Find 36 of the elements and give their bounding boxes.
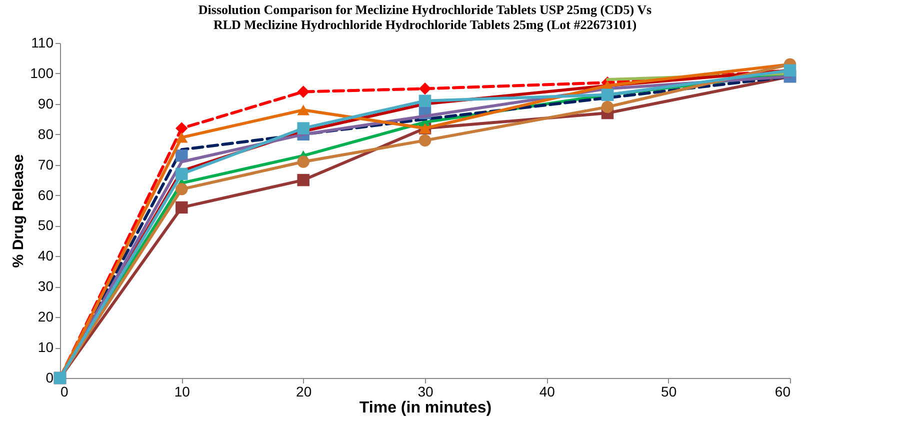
- y-tick-label: 50: [38, 217, 54, 234]
- y-tick-label: 40: [38, 248, 54, 264]
- y-tick-label: 30: [38, 278, 54, 294]
- x-tick-label: 50: [661, 384, 677, 400]
- point: [418, 134, 432, 147]
- x-tick-label: 40: [539, 384, 556, 400]
- y-tick-label: 0: [46, 370, 54, 386]
- point: [297, 104, 310, 116]
- x-tick-label: 10: [174, 384, 190, 400]
- y-tick-label: 10: [38, 339, 54, 356]
- x-tick-label: 0: [60, 384, 68, 400]
- x-tick-label: 60: [774, 384, 791, 400]
- point: [297, 156, 310, 168]
- point: [176, 183, 188, 196]
- point: [176, 201, 188, 214]
- y-axis-title: % Drug Release: [10, 154, 28, 268]
- point: [176, 132, 188, 143]
- chart-title: Dissolution Comparison for Meclizine Hydrochloride Tablets USP 25mg (CD5) Vs RLD Meclizine Hydrochloride Hydrochloride Tablets 25mg (Lot #22673101): [198, 2, 652, 32]
- point: [297, 122, 310, 134]
- point: [297, 86, 310, 98]
- y-tick-label: 90: [38, 95, 54, 112]
- point: [176, 122, 188, 134]
- y-tick-label: 110: [31, 34, 54, 50]
- x-tick-label: 20: [296, 384, 312, 400]
- y-tick-label: 70: [38, 156, 54, 172]
- point: [418, 94, 432, 107]
- point: [176, 168, 188, 180]
- y-tick-label: 80: [38, 126, 54, 142]
- x-tick-label: 30: [418, 384, 434, 400]
- point: [601, 100, 614, 114]
- x-axis-title: Time (in minutes): [359, 400, 492, 416]
- y-tick-label: 60: [38, 186, 54, 203]
- y-tick-label: 20: [38, 308, 54, 325]
- point: [297, 174, 310, 186]
- y-tick-label: 100: [30, 64, 54, 81]
- point: [418, 82, 432, 95]
